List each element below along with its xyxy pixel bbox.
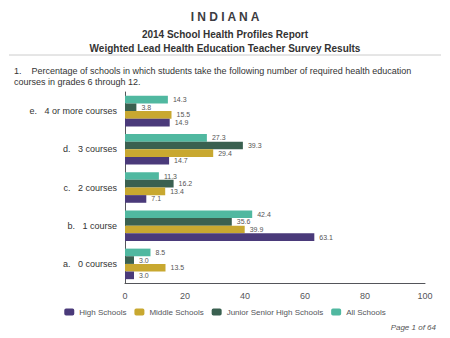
svg-text:14.3: 14.3 (173, 96, 187, 103)
svg-text:b. 1 course: b. 1 course (67, 221, 117, 231)
svg-text:Middle Schools: Middle Schools (149, 308, 203, 317)
svg-text:High Schools: High Schools (79, 308, 126, 317)
svg-text:63.1: 63.1 (319, 234, 333, 241)
svg-text:11.3: 11.3 (164, 173, 177, 180)
svg-text:80: 80 (360, 291, 370, 301)
svg-text:39.3: 39.3 (248, 142, 262, 149)
svg-text:d. 3 courses: d. 3 courses (63, 144, 118, 154)
svg-text:16.2: 16.2 (179, 180, 193, 187)
svg-text:8.5: 8.5 (156, 249, 166, 256)
svg-text:39.9: 39.9 (250, 226, 264, 233)
svg-text:14.7: 14.7 (174, 157, 188, 164)
svg-text:e. 4 or more courses: e. 4 or more courses (29, 106, 117, 116)
svg-text:35.6: 35.6 (237, 218, 251, 225)
svg-text:2014 School Health Profiles Re: 2014 School Health Profiles Report (142, 29, 309, 40)
svg-text:All Schools: All Schools (346, 308, 386, 317)
svg-text:I N D I A N A: I N D I A N A (191, 10, 260, 24)
svg-text:c. 2 courses: c. 2 courses (63, 183, 117, 193)
svg-text:27.3: 27.3 (212, 134, 226, 141)
svg-text:0: 0 (122, 291, 127, 301)
svg-text:1. Percentage of schools in: 1. Percentage of schools in which studen… (14, 66, 414, 76)
svg-text:a. 0 courses: a. 0 courses (63, 259, 118, 269)
svg-text:13.5: 13.5 (171, 264, 185, 271)
svg-text:3.0: 3.0 (139, 272, 149, 279)
svg-text:14.9: 14.9 (175, 119, 189, 126)
svg-text:29.4: 29.4 (218, 150, 232, 157)
svg-text:courses in grades 6 through 12: courses in grades 6 through 12. (14, 77, 141, 87)
svg-text:Weighted Lead Health Education: Weighted Lead Health Education Teacher S… (90, 43, 361, 54)
svg-text:Page 1 of 64: Page 1 of 64 (391, 323, 437, 332)
svg-text:15.5: 15.5 (177, 111, 191, 118)
svg-text:100: 100 (417, 291, 432, 301)
svg-text:20: 20 (180, 291, 190, 301)
svg-text:3.0: 3.0 (139, 257, 149, 264)
svg-text:42.4: 42.4 (257, 211, 271, 218)
svg-text:Junior Senior High Schools: Junior Senior High Schools (227, 308, 324, 317)
svg-text:13.4: 13.4 (170, 188, 184, 195)
svg-text:60: 60 (300, 291, 310, 301)
svg-text:7.1: 7.1 (151, 195, 161, 202)
svg-text:3.8: 3.8 (141, 104, 151, 111)
svg-text:40: 40 (240, 291, 250, 301)
